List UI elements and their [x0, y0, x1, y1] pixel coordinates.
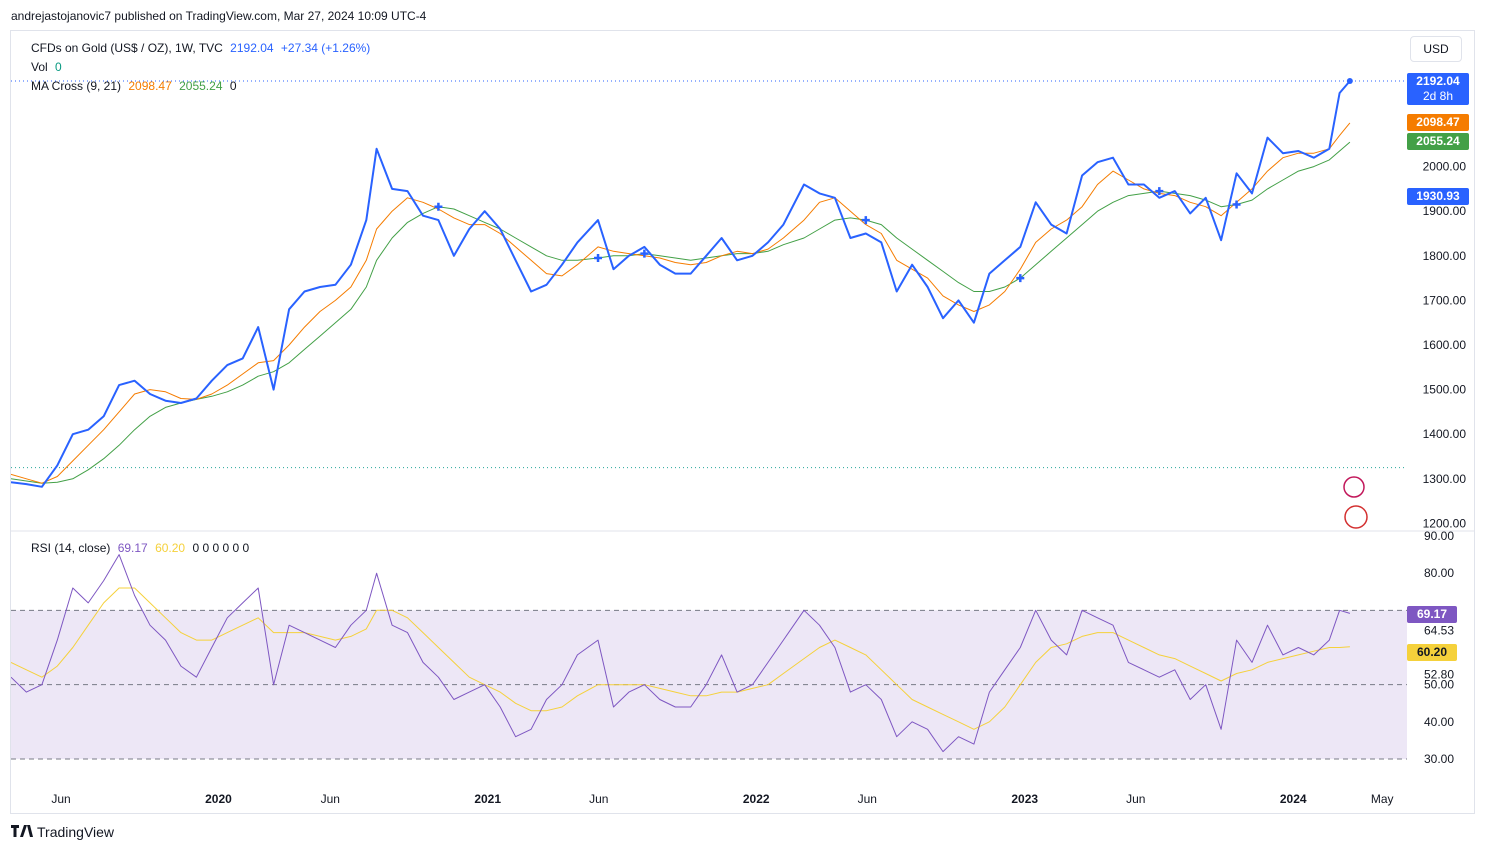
- price-series: [11, 80, 1351, 488]
- currency-button[interactable]: USD: [1410, 36, 1462, 62]
- time-axis-tick: Jun: [51, 792, 70, 806]
- rsi-value-tag: 69.17: [1407, 606, 1457, 623]
- rsi-series: [11, 554, 1351, 753]
- time-axis-tick: Jun: [321, 792, 340, 806]
- ma-cross-marker: [861, 216, 870, 225]
- ma-label: MA Cross (9, 21): [31, 79, 122, 93]
- time-axis-tick: Jun: [1126, 792, 1145, 806]
- lightning-icon: [1343, 476, 1365, 498]
- time-axis-tick: 2022: [743, 792, 770, 806]
- symbol-title[interactable]: CFDs on Gold (US$ / OZ), 1W, TVC: [31, 41, 223, 55]
- price-axis-tick: 1500.00: [1423, 383, 1467, 397]
- time-axis-tick: 2023: [1011, 792, 1038, 806]
- ma-fast-price-tag: 2098.47: [1407, 114, 1469, 131]
- ma-fast-series: [11, 122, 1351, 484]
- price-axis-tick: 2000.00: [1423, 160, 1467, 174]
- ma-slow-value: 2055.24: [179, 79, 223, 93]
- symbol-legend[interactable]: CFDs on Gold (US$ / OZ), 1W, TVC 2192.04…: [31, 41, 374, 55]
- rsi-legend[interactable]: RSI (14, close) 69.17 60.20 0 0 0 0 0 0: [31, 541, 253, 555]
- ma-slow-series: [11, 141, 1351, 484]
- ma-cross-marker: [1155, 187, 1164, 196]
- ma-cross-marker: [434, 202, 443, 211]
- rsi-ma-series: [11, 587, 1350, 730]
- vol-label: Vol: [31, 60, 48, 74]
- rsi-axis-tick: 64.53: [1424, 624, 1454, 638]
- price-change: +27.34 (+1.26%): [280, 41, 371, 55]
- time-axis-tick: 2020: [205, 792, 232, 806]
- rsi-axis-tick: 80.00: [1424, 566, 1454, 580]
- time-axis-tick: 2021: [474, 792, 501, 806]
- rsi-extra-values: 0 0 0 0 0 0: [192, 541, 250, 555]
- last-price-tag: 2192.04 2d 8h: [1407, 73, 1469, 105]
- volume-legend[interactable]: Vol 0: [31, 60, 66, 74]
- rsi-axis-tick: 90.00: [1424, 529, 1454, 543]
- price-axis-tick: 1300.00: [1423, 472, 1467, 486]
- rsi-axis-tick: 40.00: [1424, 715, 1454, 729]
- ma-cross-marker: [1016, 274, 1025, 283]
- last-price-tag-value: 2192.04: [1416, 74, 1460, 88]
- ma-cross-marker: [640, 249, 649, 258]
- time-axis-tick: May: [1371, 792, 1394, 806]
- tradingview-mark-icon: [11, 824, 33, 840]
- ma-cross-marker: [1232, 200, 1241, 209]
- vol-value: 0: [55, 60, 62, 74]
- tradingview-brand: TradingView: [37, 824, 115, 840]
- time-axis-tick: Jun: [858, 792, 877, 806]
- price-axis-tick: 1400.00: [1423, 427, 1467, 441]
- rsi-ma-value-tag: 60.20: [1407, 644, 1457, 661]
- ma-fast-value: 2098.47: [128, 79, 172, 93]
- price-axis-tick: 1600.00: [1423, 338, 1467, 352]
- tradingview-logo[interactable]: TradingView: [11, 824, 114, 840]
- price-axis-tick: 1800.00: [1423, 249, 1467, 263]
- rsi-axis-tick: 52.80: [1424, 667, 1454, 681]
- price-axis-tick: 1200.00: [1423, 516, 1467, 530]
- ma-legend[interactable]: MA Cross (9, 21) 2098.47 2055.24 0: [31, 79, 241, 93]
- rsi-ma-value: 60.20: [155, 541, 186, 555]
- cross-price-tag: 1930.93: [1407, 188, 1469, 205]
- rsi-axis-tick: 30.00: [1424, 752, 1454, 766]
- last-price: 2192.04: [230, 41, 274, 55]
- attribution-text: andrejastojanovic7 published on TradingV…: [11, 9, 427, 23]
- price-axis-tick: 1900.00: [1423, 204, 1467, 218]
- rsi-label: RSI (14, close): [31, 541, 111, 555]
- last-price-dot: [1346, 78, 1353, 84]
- chart-frame[interactable]: 2000.00 1900.00 1800.00 1700.00 1600.00 1500.…: [10, 30, 1475, 814]
- us-flag-icon: [1344, 505, 1368, 529]
- ma-slow-price-tag: 2055.24: [1407, 133, 1469, 150]
- price-axis-tick: 1700.00: [1423, 293, 1467, 307]
- ma-extra-value: 0: [229, 79, 237, 93]
- ma-cross-marker: [594, 254, 603, 263]
- rsi-axis-tick: 50.00: [1424, 678, 1454, 692]
- time-axis-tick: 2024: [1280, 792, 1307, 806]
- time-axis-tick: Jun: [589, 792, 608, 806]
- countdown-label: 2d 8h: [1422, 89, 1454, 103]
- rsi-value: 69.17: [117, 541, 148, 555]
- chart-canvas[interactable]: 2000.00 1900.00 1800.00 1700.00 1600.00 1500.…: [11, 31, 1474, 813]
